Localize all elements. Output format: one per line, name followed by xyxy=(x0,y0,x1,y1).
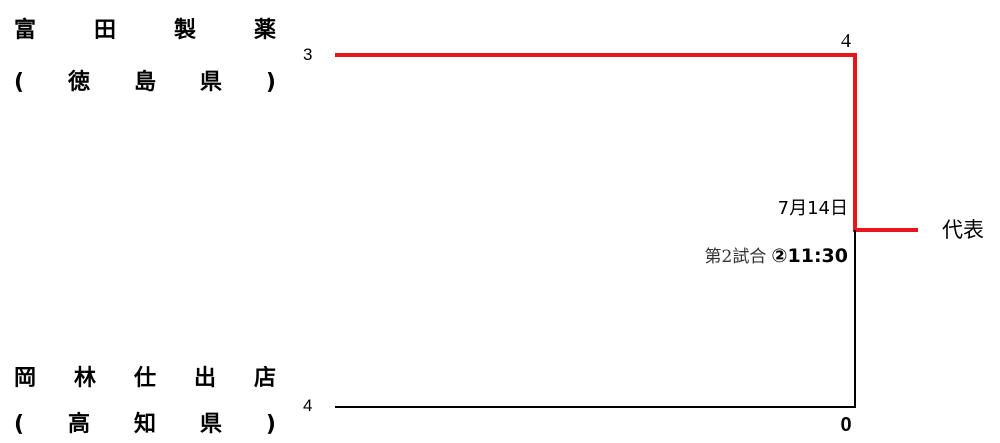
team-top-prefecture: ( 徳 島 県 ) xyxy=(14,66,276,100)
team-bottom-pref-char: ( xyxy=(14,412,25,437)
team-bottom-pref-char: 県 xyxy=(199,412,222,437)
team-top-score: 4 xyxy=(841,30,851,52)
winner-path xyxy=(335,53,918,232)
team-bottom-name-char: 出 xyxy=(193,366,216,391)
team-top-name: 富 田 製 薬 xyxy=(14,14,276,48)
team-bottom-seed: 4 xyxy=(303,396,313,415)
game-label: 第2試合 xyxy=(704,247,767,267)
team-top-pref-char: 島 xyxy=(133,70,156,95)
game-info: 第2試合 ②11:30 xyxy=(705,243,849,270)
team-bottom-name-char: 岡 xyxy=(14,366,37,391)
loser-path xyxy=(335,230,856,408)
team-top-pref-char: 徳 xyxy=(68,70,91,95)
team-top-pref-char: 県 xyxy=(199,70,222,95)
result-label: 代表 xyxy=(942,218,984,242)
team-bottom-name: 岡 林 仕 出 店 xyxy=(14,362,276,396)
team-bottom-pref-char: ) xyxy=(265,412,276,437)
team-top-name-char: 田 xyxy=(93,18,116,43)
game-date: 7月14日 xyxy=(777,198,848,219)
team-bottom-pref-char: 知 xyxy=(133,412,156,437)
team-top-pref-char: ) xyxy=(265,70,276,95)
team-top-name-char: 富 xyxy=(14,18,37,43)
team-top-pref-char: ( xyxy=(14,70,25,95)
team-bottom-name-char: 店 xyxy=(253,366,276,391)
team-bottom-prefecture: ( 高 知 県 ) xyxy=(14,408,276,442)
team-bottom-score: 0 xyxy=(840,414,852,436)
team-top-name-char: 製 xyxy=(173,18,196,43)
team-bottom-name-char: 仕 xyxy=(133,366,156,391)
team-top-name-char: 薬 xyxy=(253,18,276,43)
game-time: ②11:30 xyxy=(771,245,848,267)
team-top-seed: 3 xyxy=(303,45,313,64)
team-bottom-name-char: 林 xyxy=(73,366,96,391)
team-bottom-pref-char: 高 xyxy=(68,412,91,437)
